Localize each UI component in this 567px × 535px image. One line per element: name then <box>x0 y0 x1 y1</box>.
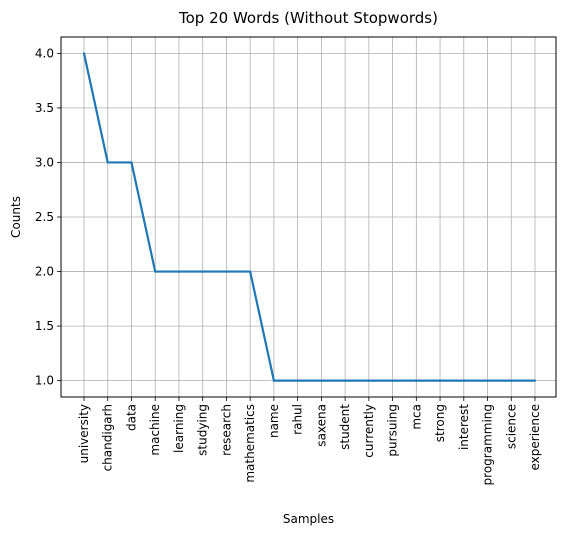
x-tick-label: chandigarh <box>101 404 115 471</box>
data-point <box>249 270 251 272</box>
chart-title: Top 20 Words (Without Stopwords) <box>178 9 438 27</box>
data-point <box>297 380 299 382</box>
x-tick-label: university <box>77 404 91 463</box>
y-axis-label: Counts <box>9 196 23 238</box>
x-tick-label: student <box>338 404 352 450</box>
y-tick-label: 2.0 <box>35 265 54 279</box>
x-tick-label: programming <box>481 404 495 485</box>
x-tick-label: experience <box>528 404 542 471</box>
x-tick-label: strong <box>433 404 447 442</box>
x-tick-label: interest <box>457 404 471 450</box>
x-tick-label: pursuing <box>386 404 400 457</box>
data-point <box>225 270 227 272</box>
data-point <box>344 380 346 382</box>
data-point <box>178 270 180 272</box>
data-point <box>83 52 85 54</box>
y-tick-label: 3.5 <box>35 101 54 115</box>
data-point <box>320 380 322 382</box>
data-point <box>154 270 156 272</box>
x-axis-label: Samples <box>283 512 334 526</box>
y-tick-label: 1.5 <box>35 319 54 333</box>
data-point <box>368 380 370 382</box>
data-point <box>391 380 393 382</box>
x-tick-label: machine <box>148 404 162 456</box>
x-tick-label: mathematics <box>243 404 257 483</box>
data-point <box>510 380 512 382</box>
data-point <box>439 380 441 382</box>
x-tick-label: rahul <box>291 404 305 435</box>
x-tick-label: currently <box>362 404 376 458</box>
x-tick-label: studying <box>196 404 210 456</box>
y-tick-label: 4.0 <box>35 46 54 60</box>
x-tick-label: research <box>219 404 233 456</box>
y-tick-label: 2.5 <box>35 210 54 224</box>
x-tick-label: science <box>504 404 518 449</box>
y-tick-label: 3.0 <box>35 155 54 169</box>
x-tick-label: learning <box>172 404 186 453</box>
data-point <box>107 161 109 163</box>
y-tick-label: 1.0 <box>35 374 54 388</box>
x-axis-ticks: university chandigarh data machine learning s… <box>77 397 542 485</box>
data-point <box>415 380 417 382</box>
x-tick-label: saxena <box>314 404 328 447</box>
data-point <box>463 380 465 382</box>
data-point <box>130 161 132 163</box>
data-point <box>534 380 536 382</box>
x-tick-label: data <box>124 404 138 431</box>
x-tick-label: name <box>267 404 281 438</box>
x-tick-label: mca <box>409 404 423 430</box>
y-axis-ticks: 1.0 1.5 2.0 2.5 3.0 3.5 4.0 <box>35 46 61 387</box>
grid-lines <box>61 37 556 397</box>
data-point <box>202 270 204 272</box>
data-point <box>486 380 488 382</box>
data-point <box>273 380 275 382</box>
